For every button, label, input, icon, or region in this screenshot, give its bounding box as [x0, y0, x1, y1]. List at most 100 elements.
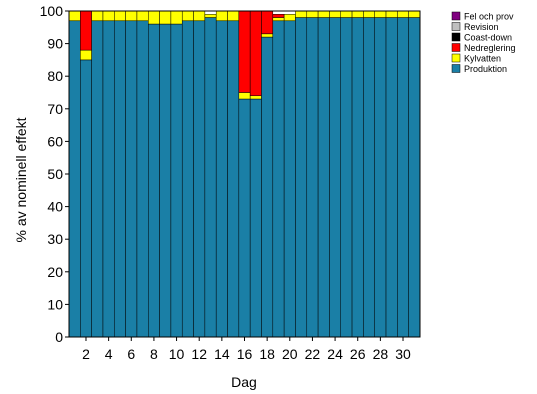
bar-segment-produktion-day-15 [227, 20, 240, 338]
bars-group [68, 10, 421, 338]
legend-swatch-kylvatten [451, 53, 461, 63]
x-axis-label: Dag [231, 374, 257, 390]
bar-segment-kylvatten-day-4 [102, 10, 115, 22]
legend-swatch-produktion [451, 64, 461, 73]
bar-segment-produktion-day-12 [193, 20, 206, 338]
x-tick-label: 28 [373, 346, 389, 362]
bar-segment-kylvatten-day-10 [170, 10, 183, 25]
x-tick-label: 12 [191, 346, 207, 362]
bar-segment-produktion-day-31 [408, 17, 421, 338]
bar-segment-produktion-day-24 [329, 17, 341, 338]
bar-segment-produktion-day-13 [204, 17, 217, 338]
x-tick-label: 22 [305, 346, 321, 362]
y-tick-label: 80 [47, 68, 63, 84]
legend-swatch-nedreglering [451, 43, 461, 52]
bar-segment-produktion-day-2 [80, 59, 92, 338]
bar-segment-produktion-day-9 [159, 23, 172, 338]
y-tick-label: 20 [47, 264, 63, 280]
bar-segment-kylvatten-day-24 [329, 10, 341, 18]
x-tick-label: 26 [350, 346, 366, 362]
bar-segment-kylvatten-day-5 [114, 10, 126, 22]
bar-segment-kylvatten-day-20 [283, 14, 296, 22]
bar-segment-kylvatten-day-8 [148, 10, 160, 25]
bar-segment-produktion-day-23 [317, 17, 330, 338]
legend-label-nedreglering: Nedreglering [464, 43, 516, 53]
legend-swatch-revision [451, 22, 461, 31]
y-tick-label: 90 [47, 36, 63, 52]
bar-segment-nedreglering-day-17 [249, 10, 262, 97]
legend: Fel och provRevisionCoast-downNedregleri… [451, 11, 516, 74]
legend-label-revision: Revision [464, 22, 499, 32]
x-tick-label: 20 [282, 346, 298, 362]
bar-segment-produktion-day-21 [295, 17, 308, 338]
bar-segment-nedreglering-day-2 [80, 10, 92, 51]
bar-segment-produktion-day-25 [340, 17, 353, 338]
bar-segment-kylvatten-day-13 [204, 14, 217, 18]
legend-swatch-fel-och-prov [451, 11, 461, 21]
bar-segment-produktion-day-17 [249, 98, 262, 338]
y-tick-label: 10 [47, 296, 63, 312]
bar-segment-kylvatten-day-22 [306, 10, 319, 18]
y-tick-label: 70 [47, 101, 63, 117]
legend-label-fel-och-prov: Fel och prov [464, 12, 514, 22]
bar-segment-produktion-day-18 [261, 36, 274, 338]
bar-segment-kylvatten-day-17 [249, 95, 262, 100]
bar-segment-kylvatten-day-11 [181, 10, 194, 22]
legend-label-produktion: Produktion [464, 64, 507, 74]
legend-label-coast-down: Coast-down [464, 33, 512, 43]
bar-segment-produktion-day-29 [385, 17, 398, 338]
bar-segment-nedreglering-day-19 [272, 14, 285, 18]
y-tick-label: 60 [47, 133, 63, 149]
x-tick-label: 14 [214, 346, 230, 362]
x-tick-label: 16 [237, 346, 253, 362]
bar-segment-kylvatten-day-25 [340, 10, 353, 18]
bar-segment-kylvatten-day-21 [295, 10, 308, 18]
bar-segment-produktion-day-5 [114, 20, 126, 338]
y-tick-label: 40 [47, 199, 63, 215]
y-tick-label: 50 [47, 166, 63, 182]
bar-segment-produktion-day-11 [181, 20, 194, 338]
bar-segment-produktion-day-26 [351, 17, 364, 338]
bar-segment-produktion-day-6 [125, 20, 138, 338]
y-tick-label: 100 [40, 3, 64, 19]
bar-segment-nedreglering-day-18 [261, 10, 274, 35]
bar-segment-produktion-day-7 [136, 20, 149, 338]
bar-segment-kylvatten-day-31 [408, 10, 421, 18]
bar-segment-kylvatten-day-15 [227, 10, 240, 22]
bar-segment-kylvatten-day-7 [136, 10, 149, 22]
bar-segment-kylvatten-day-19 [272, 17, 285, 22]
bar-segment-kylvatten-day-16 [238, 92, 251, 100]
x-tick-label: 18 [259, 346, 275, 362]
x-tick-label: 6 [127, 346, 135, 362]
bar-segment-kylvatten-day-27 [363, 10, 375, 18]
bar-segment-kylvatten-day-28 [374, 10, 387, 18]
x-tick-label: 24 [327, 346, 343, 362]
bar-segment-kylvatten-day-2 [80, 49, 92, 61]
bar-segment-produktion-day-16 [238, 98, 251, 338]
y-axis-label: % av nominell effekt [13, 117, 29, 242]
bar-segment-produktion-day-10 [170, 23, 183, 338]
bar-segment-kylvatten-day-23 [317, 10, 330, 18]
bar-segment-produktion-day-14 [215, 20, 228, 338]
bar-segment-kylvatten-day-12 [193, 10, 206, 22]
x-tick-label: 8 [150, 346, 158, 362]
bar-segment-produktion-day-3 [91, 20, 104, 338]
y-tick-label: 30 [47, 231, 63, 247]
bar-segment-kylvatten-day-30 [397, 10, 409, 18]
bar-segment-produktion-day-27 [363, 17, 375, 338]
bar-segment-produktion-day-1 [68, 20, 81, 338]
bar-segment-kylvatten-day-1 [68, 10, 81, 22]
x-tick-label: 30 [395, 346, 411, 362]
bar-segment-kylvatten-day-18 [261, 33, 274, 38]
x-tick-label: 10 [169, 346, 185, 362]
bar-segment-kylvatten-day-6 [125, 10, 138, 22]
bar-segment-produktion-day-19 [272, 20, 285, 338]
x-tick-label: 2 [82, 346, 90, 362]
bar-segment-produktion-day-20 [283, 20, 296, 338]
bar-segment-produktion-day-28 [374, 17, 387, 338]
bar-segment-kylvatten-day-29 [385, 10, 398, 18]
bar-segment-nedreglering-day-16 [238, 10, 251, 93]
legend-label-kylvatten: Kylvatten [464, 54, 501, 64]
